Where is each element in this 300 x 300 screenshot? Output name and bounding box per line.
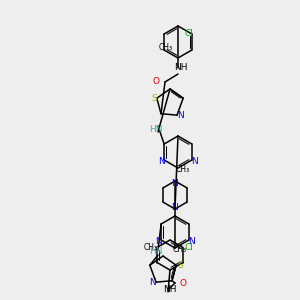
Text: N: N [150, 278, 156, 286]
Text: NH: NH [163, 286, 177, 295]
Text: O: O [179, 278, 187, 287]
Text: CH₃: CH₃ [173, 245, 187, 254]
Text: S: S [177, 261, 183, 270]
Text: CH₃: CH₃ [159, 44, 173, 52]
Text: HN: HN [149, 248, 163, 256]
Text: N: N [172, 178, 178, 188]
Text: HN: HN [149, 125, 163, 134]
Text: Cl: Cl [184, 29, 193, 38]
Text: O: O [152, 77, 160, 86]
Text: N: N [158, 157, 164, 166]
Text: N: N [177, 111, 183, 120]
Text: N: N [188, 236, 195, 245]
Text: CH₃: CH₃ [144, 243, 158, 252]
Text: N: N [191, 157, 198, 166]
Text: N: N [155, 236, 161, 245]
Text: NH: NH [174, 64, 188, 73]
Text: CH₃: CH₃ [176, 166, 190, 175]
Text: N: N [172, 202, 178, 211]
Text: S: S [151, 94, 157, 103]
Text: Cl: Cl [184, 243, 194, 252]
